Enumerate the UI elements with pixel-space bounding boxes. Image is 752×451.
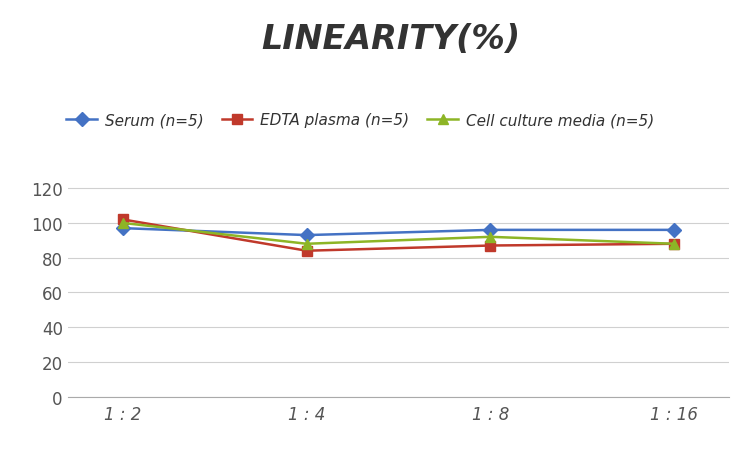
- Serum (n=5): [670, 228, 679, 233]
- Cell culture media (n=5): [486, 235, 495, 240]
- Line: Cell culture media (n=5): Cell culture media (n=5): [118, 219, 679, 249]
- EDTA plasma (n=5): [670, 242, 679, 247]
- Text: LINEARITY(%): LINEARITY(%): [262, 23, 520, 55]
- Cell culture media (n=5): [302, 242, 311, 247]
- Legend: Serum (n=5), EDTA plasma (n=5), Cell culture media (n=5): Serum (n=5), EDTA plasma (n=5), Cell cul…: [60, 107, 660, 134]
- EDTA plasma (n=5): [118, 217, 127, 223]
- Cell culture media (n=5): [670, 242, 679, 247]
- Line: EDTA plasma (n=5): EDTA plasma (n=5): [118, 215, 679, 256]
- Line: Serum (n=5): Serum (n=5): [118, 224, 679, 240]
- Serum (n=5): [302, 233, 311, 238]
- Serum (n=5): [118, 226, 127, 231]
- EDTA plasma (n=5): [302, 249, 311, 254]
- Serum (n=5): [486, 228, 495, 233]
- Cell culture media (n=5): [118, 221, 127, 226]
- EDTA plasma (n=5): [486, 243, 495, 249]
